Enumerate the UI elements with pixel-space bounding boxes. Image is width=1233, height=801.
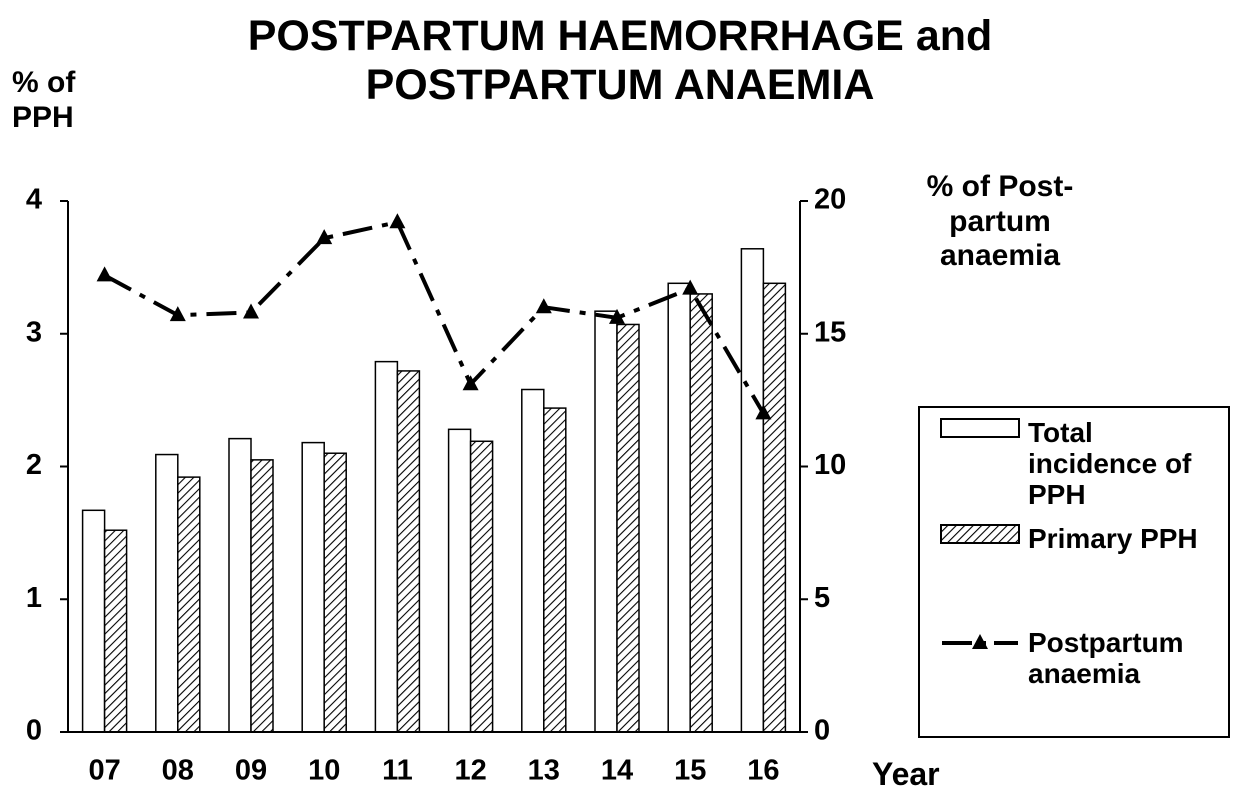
x-tick-label: 08 xyxy=(162,755,194,787)
bar xyxy=(594,310,618,733)
marker xyxy=(389,213,406,229)
y-tick-label: 4 xyxy=(26,184,42,216)
x-tick-label: 09 xyxy=(235,755,267,787)
legend: Total incidence of PPH Primary PPH Postp… xyxy=(918,406,1230,738)
legend-swatch xyxy=(940,418,1020,438)
legend-label: Primary PPH xyxy=(1028,523,1198,554)
bar xyxy=(374,360,399,733)
y-axis-label: % of PPH xyxy=(12,66,76,134)
x-tick-label: 12 xyxy=(454,755,486,787)
y2-tick-label: 10 xyxy=(814,449,846,481)
bar xyxy=(103,529,128,733)
marker xyxy=(609,308,625,324)
bar xyxy=(616,323,640,733)
marker xyxy=(462,375,479,391)
bar xyxy=(301,441,325,733)
y2-axis-label: % of Post-partum anaemia xyxy=(926,170,1074,272)
marker xyxy=(316,229,333,245)
bar xyxy=(469,440,494,733)
bar xyxy=(447,428,472,733)
x-tick-label: 10 xyxy=(308,755,340,787)
bar xyxy=(543,407,567,733)
y-tick-label: 2 xyxy=(26,449,42,481)
x-tick-label: 13 xyxy=(528,755,560,787)
legend-item: Primary PPH xyxy=(940,523,1228,555)
line xyxy=(103,219,766,415)
swatch xyxy=(940,524,1020,544)
bar xyxy=(762,282,787,733)
y2-tick-label: 20 xyxy=(814,184,846,216)
bar xyxy=(250,459,274,733)
swatch xyxy=(972,634,988,649)
y-tick-label: 3 xyxy=(26,316,42,348)
x-tick-label: 07 xyxy=(88,755,120,787)
legend-swatch xyxy=(940,524,1020,544)
marker xyxy=(243,303,259,319)
bar xyxy=(521,388,545,733)
legend-swatch xyxy=(942,634,1018,649)
x-tick-label: 15 xyxy=(674,755,706,787)
x-tick-label: 14 xyxy=(601,755,633,787)
marker xyxy=(755,404,772,420)
bar xyxy=(396,370,421,733)
bar xyxy=(228,437,252,733)
bar xyxy=(740,248,765,733)
y-tick-label: 0 xyxy=(26,715,42,747)
bar xyxy=(667,282,691,733)
bar xyxy=(81,509,106,733)
swatch xyxy=(940,418,1020,438)
x-tick-label: 11 xyxy=(382,755,413,787)
bar xyxy=(177,476,201,733)
legend-item: Postpartum anaemia xyxy=(940,627,1228,690)
bar xyxy=(155,453,179,733)
x-axis-label: Year xyxy=(872,756,940,792)
legend-item: Total incidence of PPH xyxy=(940,417,1228,510)
marker xyxy=(535,298,552,314)
legend-label: Postpartum anaemia xyxy=(1028,627,1184,689)
y-tick-label: 1 xyxy=(26,582,42,614)
y2-tick-label: 15 xyxy=(814,316,846,348)
marker xyxy=(96,266,113,282)
marker xyxy=(169,306,186,322)
chart-title: POSTPARTUM HAEMORRHAGE and POSTPARTUM AN… xyxy=(247,12,993,110)
marker xyxy=(682,279,699,295)
bar xyxy=(323,452,347,733)
x-tick-label: 16 xyxy=(747,755,779,787)
bar xyxy=(689,293,713,733)
legend-label: Total incidence of PPH xyxy=(1028,417,1192,510)
y2-tick-label: 5 xyxy=(814,582,830,614)
y2-tick-label: 0 xyxy=(814,715,830,747)
